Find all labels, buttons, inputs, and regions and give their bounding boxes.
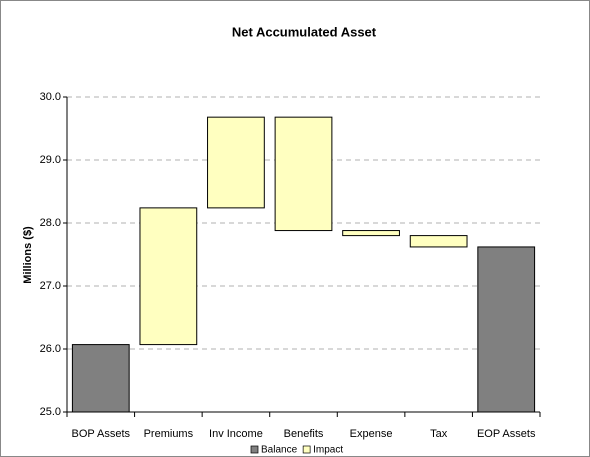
y-tick-label: 25.0	[40, 406, 61, 418]
legend-swatch	[302, 445, 311, 454]
y-axis-label: Millions ($)	[22, 226, 34, 284]
impact-bar	[409, 235, 468, 248]
y-tick-label: 27.0	[40, 280, 61, 292]
legend-swatch	[250, 445, 259, 454]
x-tick-label: Benefits	[284, 428, 324, 440]
impact-bar	[139, 207, 198, 346]
x-tick-label: Premiums	[144, 428, 194, 440]
x-tick-label: Tax	[430, 428, 448, 440]
legend-label: Balance	[261, 445, 298, 456]
balance-bar	[477, 246, 536, 413]
y-tick-label: 29.0	[40, 154, 61, 166]
x-tick-label: Expense	[350, 428, 393, 440]
chart-title: Net Accumulated Asset	[232, 24, 377, 39]
impact-bar	[342, 230, 400, 237]
x-tick-label: EOP Assets	[477, 428, 536, 440]
x-tick-label: Inv Income	[209, 428, 263, 440]
impact-bar	[274, 116, 333, 232]
impact-bar	[207, 116, 265, 209]
legend-label: Impact	[313, 445, 343, 456]
y-tick-label: 28.0	[40, 217, 61, 229]
y-tick-label: 30.0	[40, 91, 61, 103]
x-tick-label: BOP Assets	[72, 428, 131, 440]
y-tick-label: 26.0	[40, 343, 61, 355]
balance-bar	[71, 344, 130, 413]
